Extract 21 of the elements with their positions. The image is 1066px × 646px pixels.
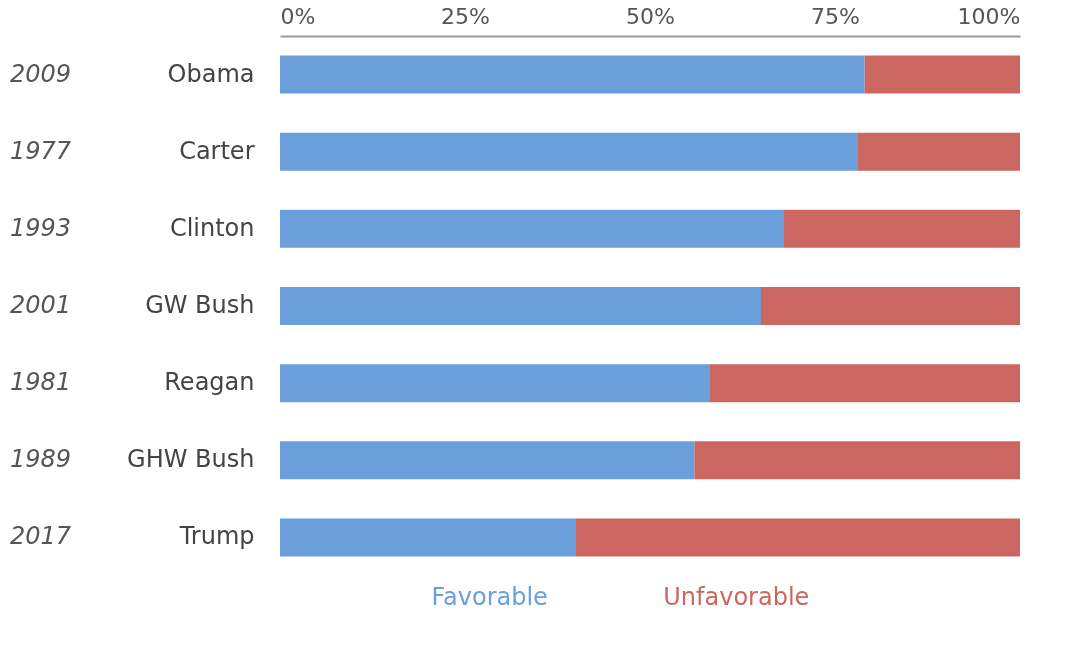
y-tick-label: Reagan [164,368,255,397]
y-tick-label: Trump [178,522,255,551]
x-tick-label: 25% [441,3,490,29]
series-label: Unfavorable [663,583,810,611]
y-tick-label: Obama [167,59,255,88]
y2-tick-label: 1981 [10,368,72,397]
x-tick-label: 0% [280,3,316,29]
y2-tick-label: 1977 [10,136,72,165]
y2-tick-label: 1993 [10,213,72,242]
y2-tick-label: 2017 [10,522,72,551]
y-tick-label: Carter [179,136,255,165]
y2-tick-label: 1989 [10,445,72,474]
x-tick-label: 100% [957,3,1021,29]
x-tick-label: 75% [811,3,860,29]
y-tick-label: GW Bush [145,291,255,319]
y-tick-label: Clinton [169,213,255,242]
series-label: Favorable [431,583,548,611]
x-tick-label: 50% [626,3,675,29]
y-tick-label: GHW Bush [127,445,255,474]
y2-tick-label: 2001 [10,291,72,319]
y2-tick-label: 2009 [10,59,72,88]
